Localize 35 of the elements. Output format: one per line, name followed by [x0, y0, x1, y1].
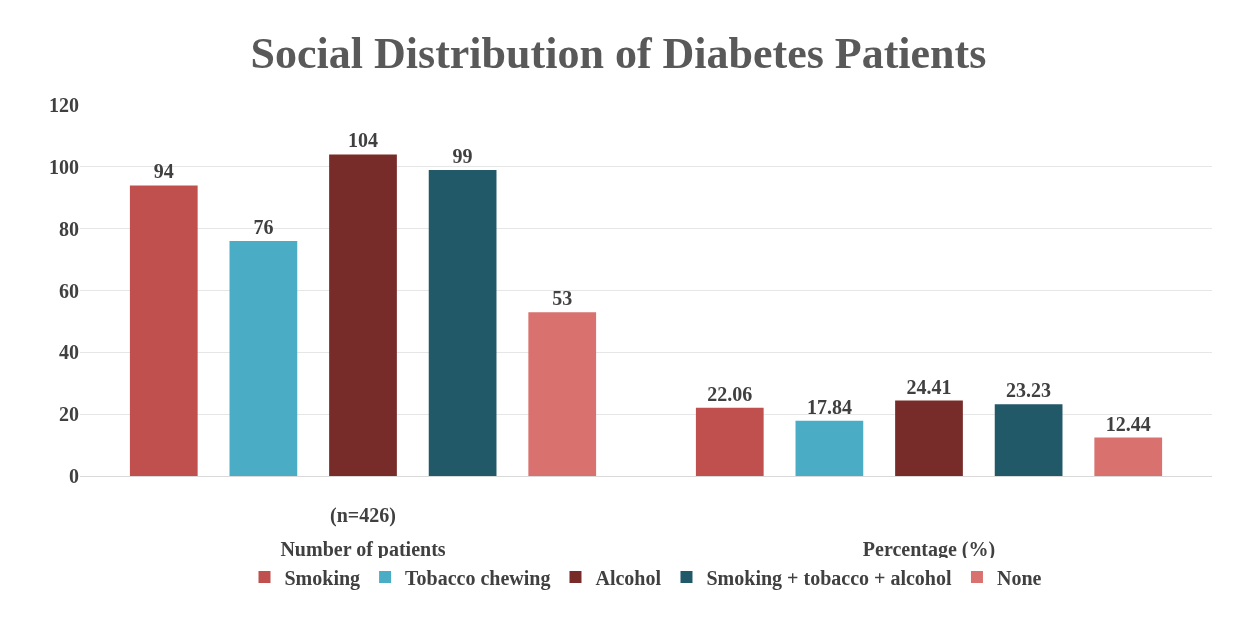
legend-label: Tobacco chewing: [405, 566, 551, 590]
legend-label: Alcohol: [595, 566, 662, 589]
bar: [795, 420, 864, 476]
bar: [528, 312, 597, 476]
bar: [428, 169, 497, 476]
bar: [1094, 437, 1163, 476]
legend-label: Smoking + tobacco + alcohol: [706, 566, 952, 590]
data-label: 24.41: [906, 375, 952, 398]
bar: [229, 241, 298, 476]
data-label: 23.23: [1006, 379, 1052, 402]
y-tick-label: 40: [59, 341, 79, 364]
y-tick-label: 20: [59, 403, 79, 426]
data-label: 104: [348, 129, 378, 152]
bar: [129, 185, 198, 476]
data-label: 12.44: [1105, 412, 1151, 435]
data-label: 17.84: [806, 395, 852, 418]
data-label: 94: [153, 160, 174, 183]
bar: [329, 154, 397, 476]
y-tick-label: 60: [59, 279, 79, 302]
y-tick-label: 120: [49, 94, 79, 116]
bar: [695, 407, 764, 476]
data-label: 99: [452, 144, 473, 167]
x-tick-label: Number of patients: [280, 538, 446, 561]
legend-label: Smoking: [284, 566, 361, 590]
y-tick-label: 0: [69, 465, 79, 487]
text: (n=426): [330, 504, 396, 527]
y-tick-label: 100: [49, 155, 79, 178]
data-label: 76: [253, 216, 274, 239]
y-tick-label: 80: [59, 217, 79, 240]
data-label: 53: [552, 287, 573, 310]
bar: [895, 400, 963, 476]
legend-label: None: [996, 566, 1042, 589]
data-label: 22.06: [707, 382, 753, 405]
chart-title: Social Distribution of Diabetes Patients: [250, 29, 987, 79]
bar: [994, 404, 1063, 476]
